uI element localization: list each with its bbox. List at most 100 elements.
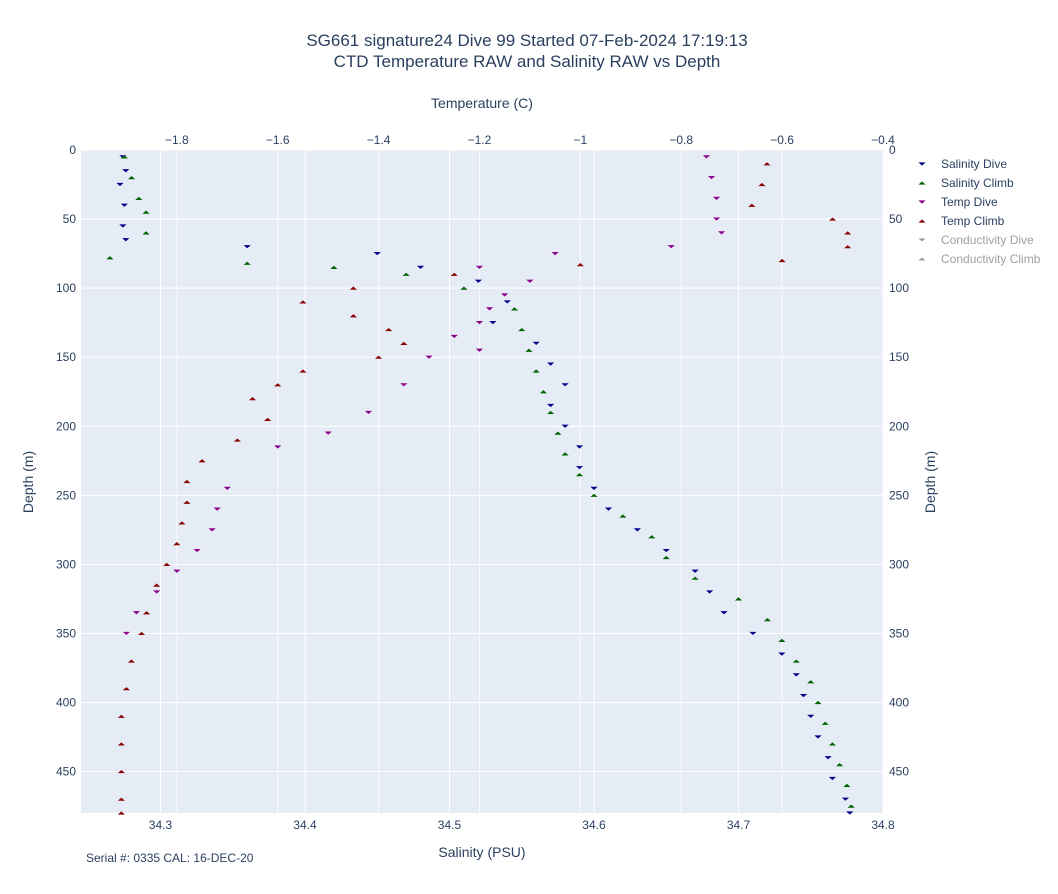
salinity-dive-point — [547, 362, 555, 366]
x-top-tick-label: −0.6 — [770, 133, 794, 147]
x-top-tick-label: −1 — [574, 133, 588, 147]
salinity-climb-point — [539, 390, 548, 394]
temp-dive-point — [526, 279, 534, 283]
serial-annotation: Serial #: 0335 CAL: 16-DEC-20 — [86, 851, 254, 865]
salinity-climb-point — [402, 272, 410, 276]
legend-marker-salinity-dive — [918, 162, 926, 166]
y-tick-label: 150 — [56, 350, 76, 364]
temp-climb-point — [274, 383, 282, 387]
salinity-dive-point — [373, 251, 381, 256]
salinity-dive-point — [561, 424, 569, 428]
salinity-dive-point — [590, 486, 598, 491]
y-tick-label-right: 150 — [889, 350, 909, 364]
temp-climb-point — [233, 438, 241, 442]
legend-label-conductivity-climb: Conductivity Climb — [941, 252, 1041, 266]
x-top-tick-label: −1.2 — [468, 133, 492, 147]
salinity-dive-point — [561, 383, 569, 387]
legend-item-salinity-dive[interactable]: Salinity Dive — [918, 157, 1007, 171]
temp-dive-point — [475, 321, 484, 325]
temp-dive-point — [551, 251, 559, 256]
salinity-climb-point — [821, 721, 829, 725]
x-bottom-tick-label: 34.4 — [293, 818, 317, 832]
salinity-dive-point — [116, 182, 124, 187]
legend-label-conductivity-dive: Conductivity Dive — [941, 233, 1034, 247]
temp-dive-point — [707, 176, 716, 180]
legend-item-temp-dive[interactable]: Temp Dive — [918, 195, 998, 209]
temp-climb-point — [127, 659, 136, 663]
salinity-climb-point — [691, 576, 699, 580]
grid-lines — [81, 149, 884, 813]
salinity-climb-point — [575, 472, 584, 477]
y-tick-label: 400 — [56, 696, 76, 710]
temp-dive-point — [485, 307, 494, 311]
salinity-dive-point — [720, 611, 728, 615]
temp-climb-point — [349, 286, 357, 290]
temp-climb-point — [748, 203, 756, 207]
temp-climb-point — [763, 162, 771, 166]
x-top-axis-title: Temperature (C) — [431, 95, 533, 111]
salinity-dive-point — [749, 631, 757, 636]
legend-item-conductivity-climb[interactable]: Conductivity Climb — [918, 252, 1041, 266]
salinity-climb-point — [243, 261, 251, 265]
x-bottom-tick-label: 34.7 — [727, 818, 751, 832]
temp-climb-point — [844, 245, 852, 249]
x-bottom-axis-title: Salinity (PSU) — [438, 844, 525, 860]
salinity-dive-point — [119, 224, 127, 228]
temp-dive-point — [702, 155, 711, 159]
salinity-dive-point — [416, 265, 425, 270]
temp-climb-point — [137, 631, 146, 636]
salinity-climb-point — [561, 452, 569, 456]
temp-climb-point — [153, 583, 161, 587]
salinity-dive-point — [575, 466, 584, 470]
temp-dive-point — [122, 631, 130, 636]
salinity-dive-point — [575, 445, 584, 449]
salinity-climb-point — [554, 431, 562, 435]
legend[interactable]: Salinity Dive Salinity Climb Temp Dive Temp… — [918, 157, 1041, 266]
temp-dive-point — [475, 265, 484, 270]
temp-dive-point — [667, 245, 675, 249]
salinity-climb-point — [828, 742, 837, 746]
legend-label-salinity-dive: Salinity Dive — [941, 157, 1007, 171]
axis-ticks: 0 0 50 50 100 100 150 150 200 200 250 250 300 300 350 3… — [56, 133, 909, 832]
legend-item-salinity-climb[interactable]: Salinity Climb — [918, 176, 1014, 190]
temp-dive-point — [193, 548, 201, 553]
plot-area[interactable] — [81, 150, 883, 813]
temp-dive-point — [274, 445, 282, 449]
legend-marker-temp-dive — [918, 200, 926, 204]
y-tick-label: 50 — [63, 212, 77, 226]
salinity-dive-point — [846, 811, 854, 815]
y-tick-label-right: 400 — [889, 696, 909, 710]
y-tick-label-right: 250 — [889, 488, 909, 502]
salinity-dive-point — [792, 673, 800, 677]
salinity-dive-point — [807, 714, 815, 718]
salinity-dive-point — [828, 776, 837, 781]
y-tick-label-right: 0 — [889, 143, 896, 157]
temp-dive-point — [132, 611, 141, 615]
salinity-dive-point — [799, 693, 808, 698]
salinity-dive-point — [691, 569, 699, 573]
legend-item-conductivity-dive[interactable]: Conductivity Dive — [918, 233, 1034, 247]
temp-climb-point — [299, 300, 307, 304]
salinity-dive-point — [243, 245, 251, 249]
x-top-tick-label: −0.4 — [871, 133, 895, 147]
salinity-climb-point — [843, 783, 851, 787]
temp-climb-point — [117, 797, 125, 801]
temp-climb-point — [122, 687, 130, 691]
salinity-dive-point — [122, 169, 130, 173]
legend-item-temp-climb[interactable]: Temp Climb — [918, 214, 1005, 228]
temp-climb-point — [117, 811, 125, 815]
salinity-climb-point — [763, 618, 771, 622]
salinity-climb-point — [532, 369, 540, 373]
temp-climb-point — [374, 355, 383, 359]
salinity-climb-point — [836, 763, 844, 767]
y-tick-label: 200 — [56, 419, 76, 433]
y-tick-label: 450 — [56, 765, 76, 779]
salinity-dive-point — [778, 652, 786, 656]
legend-marker-conductivity-climb — [918, 257, 926, 261]
temp-climb-point — [844, 231, 852, 235]
salinity-climb-point — [142, 210, 150, 214]
salinity-climb-point — [792, 659, 800, 663]
temp-dive-point — [324, 431, 332, 435]
salinity-climb-point — [135, 196, 143, 200]
